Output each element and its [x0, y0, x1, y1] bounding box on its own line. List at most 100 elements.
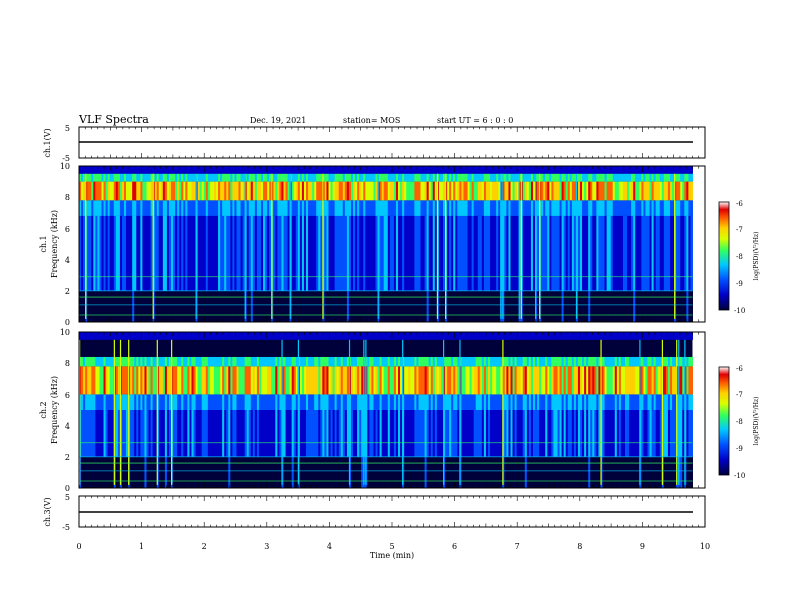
spectrogram-cell: [582, 181, 585, 201]
spectrogram-cell: [377, 356, 381, 367]
spectrogram-cell: [442, 410, 446, 457]
spectrogram-cell: [575, 290, 579, 322]
spectrogram-cell: [404, 366, 407, 395]
spectrogram-cell: [629, 200, 632, 216]
spectrogram-cell: [690, 410, 693, 457]
spectrogram-cell: [91, 181, 94, 201]
spectrogram-cell: [209, 215, 213, 291]
spectrogram-cell: [103, 215, 107, 291]
spectrogram-cell: [442, 200, 446, 216]
spectrogram-cell: [87, 410, 90, 457]
spectrogram-cell: [620, 173, 624, 182]
spectrogram-cell: [269, 456, 272, 488]
spectrogram-cell: [649, 394, 653, 410]
spectrogram-cell: [297, 173, 301, 182]
spectrogram-spike: [119, 339, 122, 485]
spectrogram-cell: [455, 173, 458, 182]
spectrogram-cell: [101, 215, 105, 291]
ch2-ytick-2: 2: [65, 453, 70, 462]
spectrogram-cell: [537, 456, 540, 488]
spectrogram-cell: [340, 200, 344, 216]
spectrogram-cell: [426, 290, 430, 322]
spectrogram-cell: [359, 181, 362, 201]
spectrogram-cell: [665, 200, 669, 216]
spectrogram-cell: [291, 166, 295, 174]
spectrogram-cell: [381, 173, 385, 182]
spectrogram-cell: [168, 200, 172, 216]
spectrogram-cell: [138, 181, 141, 201]
spectrogram-cell: [663, 410, 667, 457]
spectrogram-cell: [132, 394, 135, 410]
spectrogram-cell: [602, 332, 606, 340]
spectrogram-cell: [209, 366, 213, 395]
spectrogram-cell: [387, 173, 391, 182]
spectrogram-cell: [293, 410, 297, 457]
spectrogram-cell: [222, 173, 225, 182]
spectrogram-cell: [295, 166, 299, 174]
spectrogram-cell: [463, 290, 466, 322]
spectrogram-cell: [647, 394, 651, 410]
spectrogram-cell: [430, 356, 434, 367]
spectrogram-cell: [588, 356, 591, 367]
spectrogram-cell: [424, 215, 428, 291]
spectrogram-cell: [181, 290, 184, 322]
spectrogram-cell: [645, 456, 648, 488]
spectrogram-cell: [616, 356, 620, 367]
spectrogram-cell: [561, 456, 565, 488]
spectrogram-cell: [504, 332, 507, 340]
spectrogram-cell: [365, 215, 368, 291]
spectrogram-cell: [672, 215, 675, 291]
spectrogram-cell: [258, 173, 262, 182]
spectrogram-cell: [561, 215, 565, 291]
spectrogram-cell: [400, 215, 403, 291]
spectrogram-cell: [592, 200, 595, 216]
spectrogram-cell: [244, 356, 248, 367]
spectrogram-cell: [342, 166, 346, 174]
spectrogram-cell: [285, 410, 289, 457]
spectrogram-cell: [138, 366, 141, 395]
spectrogram-cell: [260, 215, 264, 291]
spectrogram-cell: [594, 356, 597, 367]
spectrogram-cell: [428, 456, 432, 488]
spectrogram-cell: [365, 410, 368, 457]
spectrogram-cell: [103, 166, 107, 174]
spectrogram-cell: [530, 332, 534, 340]
spectrogram-cell: [189, 332, 192, 340]
spectrogram-cell: [152, 394, 156, 410]
spectrogram-cell: [676, 215, 679, 291]
spectrogram-cell: [586, 332, 589, 340]
spectrogram-cell: [236, 215, 240, 291]
spectrogram-cell: [359, 356, 362, 367]
spectrogram-cell: [89, 173, 92, 182]
spectrogram-cell: [242, 215, 246, 291]
spectrogram-cell: [422, 456, 426, 488]
spectrogram-cell: [449, 394, 452, 410]
spectrogram-cell: [398, 356, 401, 367]
spectrogram-cell: [91, 200, 94, 216]
spectrogram-cell: [561, 173, 565, 182]
spectrogram-cell: [265, 166, 268, 174]
spectrogram-cell: [263, 200, 266, 216]
spectrogram-cell: [340, 456, 344, 488]
spectrogram-cell: [651, 215, 655, 291]
spectrogram-cell: [340, 394, 344, 410]
spectrogram-cell: [514, 173, 518, 182]
spectrogram-cell: [353, 456, 356, 488]
spectrogram-cell: [553, 290, 556, 322]
spectrogram-cell: [502, 366, 505, 395]
spectrogram-cell: [238, 356, 242, 367]
spectrogram-cell: [483, 181, 487, 201]
spectrogram-cell: [228, 290, 231, 322]
spectrogram-cell: [555, 181, 559, 201]
spectrogram-cell: [252, 456, 256, 488]
spectrogram-cell: [604, 456, 608, 488]
spectrogram-cell: [440, 356, 444, 367]
spectrogram-cell: [485, 200, 489, 216]
spectrogram-cell: [130, 332, 133, 340]
spectrogram-cell: [674, 173, 677, 182]
spectrogram-cell: [432, 456, 436, 488]
spectrogram-cell: [254, 456, 258, 488]
spectrogram-cell: [271, 173, 274, 182]
spectrogram-cell: [344, 456, 348, 488]
spectrogram-cell: [373, 200, 377, 216]
